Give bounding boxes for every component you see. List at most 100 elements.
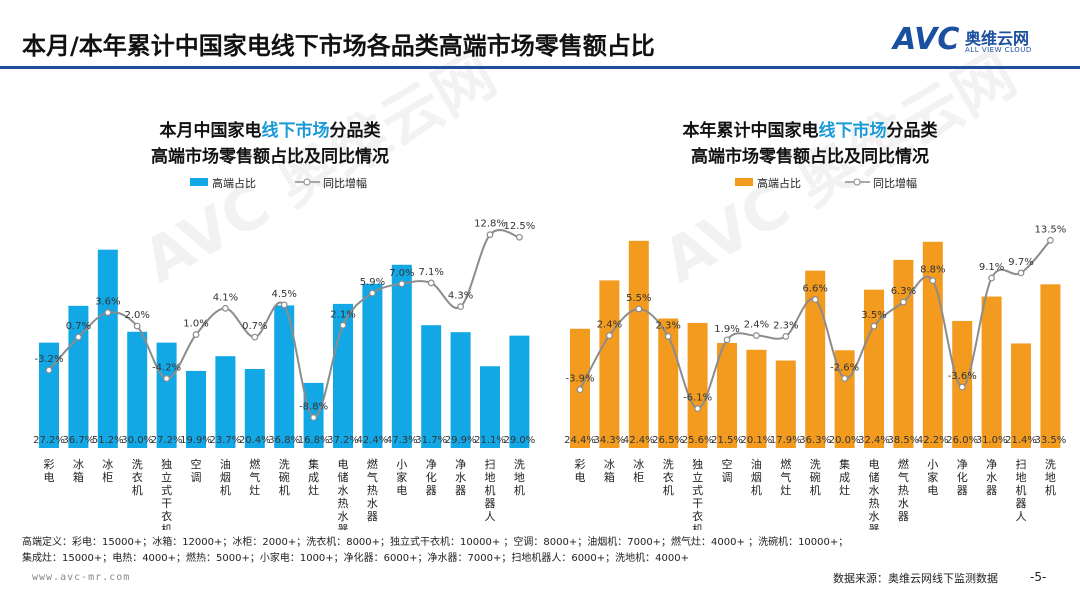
growth-value-label: 7.1% <box>418 267 443 278</box>
category-label: 冰 <box>604 458 615 471</box>
category-label: 化 <box>426 470 437 484</box>
category-label: 热 <box>367 484 378 497</box>
category-label: 空 <box>191 457 202 471</box>
growth-value-label: 4.1% <box>213 292 238 303</box>
category-label: 器 <box>485 497 496 510</box>
growth-value-label: -4.2% <box>152 363 181 374</box>
bar-value-label: 21.4% <box>1005 435 1037 446</box>
legend-line-marker <box>303 178 311 186</box>
growth-point <box>958 383 966 391</box>
growth-point <box>664 333 672 340</box>
category-label: 地 <box>1016 471 1027 484</box>
bar <box>362 283 383 448</box>
growth-point <box>723 336 731 344</box>
category-label: 地 <box>485 471 496 484</box>
growth-point <box>192 331 200 338</box>
category-label: 集 <box>839 457 850 471</box>
category-label: 成 <box>839 471 850 484</box>
category-label: 燃 <box>898 457 909 471</box>
growth-value-label: 6.6% <box>802 284 827 295</box>
category-label: 电 <box>396 484 407 497</box>
growth-point <box>900 298 907 306</box>
bar <box>215 356 236 448</box>
data-source: 数据来源：奥维云网线下监测数据 <box>833 572 998 585</box>
category-label: 电 <box>927 484 938 497</box>
category-label: 器 <box>426 484 437 497</box>
bar <box>244 368 265 448</box>
growth-value-label: 2.4% <box>597 320 622 331</box>
growth-point <box>988 274 996 282</box>
logo-cn: 奥维云网 <box>965 29 1030 48</box>
bar-value-label: 27.2% <box>151 435 183 446</box>
bar-value-label: 42.4% <box>357 435 389 446</box>
category-label: 灶 <box>839 484 850 497</box>
category-label: 机 <box>1045 483 1056 497</box>
category-label: 气 <box>249 470 260 484</box>
growth-value-label: 3.5% <box>861 310 886 321</box>
category-label: 净 <box>455 457 466 471</box>
bar <box>599 280 620 448</box>
bar-value-label: 26.5% <box>652 435 684 446</box>
left-chart-title: 本月中国家电线下市场分品类 高端市场零售额占比及同比情况 <box>151 121 389 167</box>
bar <box>864 289 884 448</box>
growth-value-label: 9.1% <box>979 262 1004 273</box>
category-label: 扫 <box>1016 458 1027 471</box>
left-chart: 高端占比 同比增幅27.2%彩电36.7%冰箱51.2%冰柜30.0%洗衣机27.… <box>33 176 536 530</box>
bar <box>127 331 148 448</box>
bar <box>97 249 118 448</box>
category-label: 机 <box>161 522 172 530</box>
bar <box>156 342 177 448</box>
growth-point <box>310 414 318 421</box>
category-label: 净 <box>957 457 968 471</box>
bar <box>1040 284 1061 448</box>
bar-value-label: 27.2% <box>33 435 65 446</box>
right-chart: 高端占比 同比增幅24.4%彩电34.3%冰箱42.4%冰柜26.5%洗衣机25.… <box>564 176 1067 530</box>
website-url: www.avc-mr.com <box>32 572 131 583</box>
category-label: 地 <box>1045 471 1056 484</box>
category-label: 水 <box>869 510 880 523</box>
growth-point <box>369 289 376 297</box>
bar-value-label: 33.5% <box>1035 435 1067 446</box>
bar-value-label: 21.5% <box>711 435 743 446</box>
page-number: -5- <box>1030 570 1047 584</box>
bar-value-label: 29.0% <box>504 435 536 446</box>
category-label: 储 <box>338 470 349 484</box>
bar <box>834 350 855 448</box>
bar-value-label: 47.3% <box>386 435 418 446</box>
growth-value-label: 8.8% <box>920 265 945 276</box>
category-label: 器 <box>869 523 880 530</box>
category-label: 家 <box>396 470 407 484</box>
category-label: 衣 <box>663 470 674 484</box>
bar <box>717 342 737 448</box>
logo-en: ALL VIEW CLOUD <box>965 46 1032 54</box>
growth-value-label: 7.0% <box>389 268 414 279</box>
category-label: 洗 <box>132 458 143 471</box>
bar-value-label: 31.7% <box>415 435 447 446</box>
legend-bar-swatch <box>735 178 753 186</box>
bar <box>1011 343 1031 448</box>
bar-value-label: 36.7% <box>63 435 95 446</box>
growth-value-label: 2.3% <box>655 320 680 331</box>
category-label: 电 <box>338 458 349 471</box>
bar <box>39 342 59 448</box>
category-label: 碗 <box>279 470 290 484</box>
growth-point <box>398 280 406 288</box>
category-label: 冰 <box>633 458 644 471</box>
growth-value-label: -3.2% <box>34 354 63 365</box>
bar-value-label: 38.5% <box>888 435 920 446</box>
bar <box>981 296 1002 448</box>
category-label: 机 <box>514 483 525 497</box>
bar-value-label: 30.0% <box>121 435 153 446</box>
category-label: 热 <box>869 497 880 510</box>
title-rule <box>0 66 1080 69</box>
category-label: 小 <box>927 458 938 471</box>
growth-value-label: 13.5% <box>1035 224 1067 235</box>
page-title: 本月/本年累计中国家电线下市场各品类高端市场零售额占比 <box>22 32 655 60</box>
category-label: 彩 <box>575 458 586 471</box>
growth-value-label: 2.0% <box>124 310 149 321</box>
category-label: 立 <box>692 470 703 484</box>
category-label: 人 <box>1016 510 1027 523</box>
right-chart-title: 本年累计中国家电线下市场分品类 高端市场零售额占比及同比情况 <box>682 121 938 167</box>
category-label: 地 <box>514 471 525 484</box>
category-label: 水 <box>338 484 349 497</box>
